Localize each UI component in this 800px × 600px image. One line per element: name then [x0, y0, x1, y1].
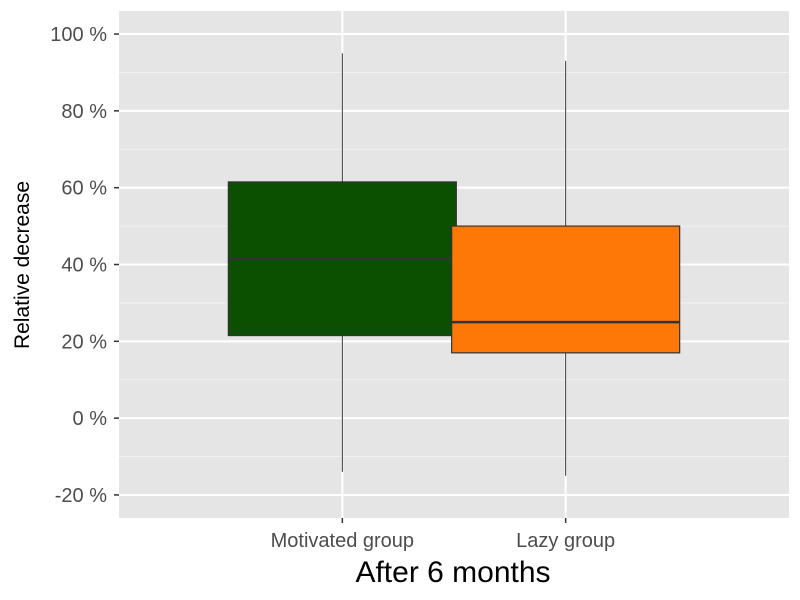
y-tick-label: 100 % [50, 24, 107, 46]
x-axis: Motivated group Lazy group [271, 518, 615, 552]
y-tick-label: 60 % [61, 178, 107, 200]
x-tick-label: Lazy group [516, 530, 615, 552]
x-axis-title: After 6 months [355, 556, 550, 589]
y-tick-label: 80 % [61, 101, 107, 123]
iqr-box [451, 225, 681, 354]
x-tick-label: Motivated group [271, 530, 414, 552]
y-tick-label: 0 % [73, 408, 108, 430]
y-axis-title: Relative decrease [11, 181, 34, 349]
box-motivated-group [227, 53, 457, 472]
y-tick-label: 40 % [61, 255, 107, 277]
box-lazy-group [451, 60, 681, 476]
y-tick-label: -20 % [55, 485, 107, 507]
boxes-layer [227, 53, 681, 476]
y-axis: -20 % 0 % 20 % 40 % 60 % 80 % 100 % [50, 24, 119, 507]
y-tick-label: 20 % [61, 331, 107, 353]
